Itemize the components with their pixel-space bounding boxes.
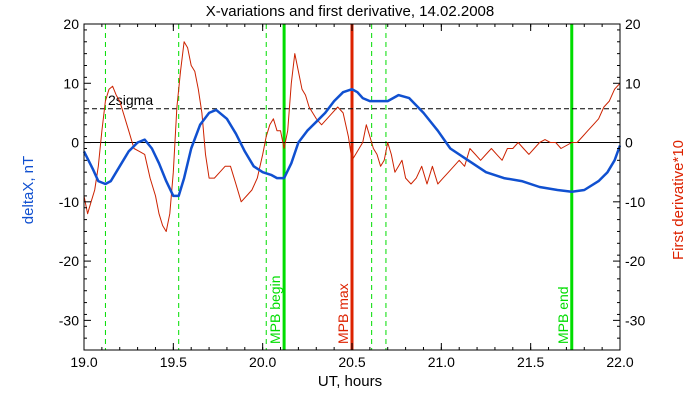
y-tick-label-right: -20 [625,253,645,269]
x-tick-label: 19.5 [160,354,187,370]
y-tick-label-right: 10 [625,75,641,91]
x-tick-label: 21.5 [517,354,544,370]
series-line-first-derivative-10 [83,41,621,232]
x-tick-label: 19.0 [70,354,97,370]
marker-label-4: MPB max [335,283,351,344]
marker-label-7: MPB end [555,286,571,344]
x-tick-label: 20.0 [249,354,276,370]
y-tick-label-right: 0 [625,135,633,151]
y-tick-label-left: -30 [59,312,79,328]
y-axis-left-label: deltaX, nT [20,156,37,224]
x-axis-ticks: 19.0 19.5 20.0 20.5 21.0 21.5 22.0 [70,24,634,370]
y-axis-left-ticks: 20 10 0 -10 -20 -30 [59,16,91,351]
y-tick-label-right: -10 [625,194,645,210]
x-tick-label: 22.0 [606,354,633,370]
marker-label-3: MPB begin [267,276,283,344]
series-lines [82,41,622,232]
chart-title: X-variations and first derivative, 14.02… [206,3,495,20]
reference-lines: 2sigma [84,92,620,144]
y-tick-label-right: -30 [625,312,645,328]
y-tick-label-left: 20 [63,16,79,32]
y-axis-right-ticks: 20 10 0 -10 -20 -30 [613,16,645,351]
reference-label-0: 2sigma [108,92,153,108]
x-tick-label: 20.5 [338,354,365,370]
y-tick-label-right: 20 [625,16,641,32]
x-axis-label: UT, hours [318,373,382,390]
series-line-deltax-nt [82,87,622,198]
y-tick-label-left: 0 [71,135,79,151]
y-tick-label-left: -20 [59,253,79,269]
y-tick-label-left: -10 [59,194,79,210]
vertical-markers: MPB begin MPB max MPB end [104,24,574,350]
y-tick-label-left: 10 [63,75,79,91]
y-axis-right-label: First derivative*10 [670,140,687,260]
x-tick-label: 21.0 [428,354,455,370]
